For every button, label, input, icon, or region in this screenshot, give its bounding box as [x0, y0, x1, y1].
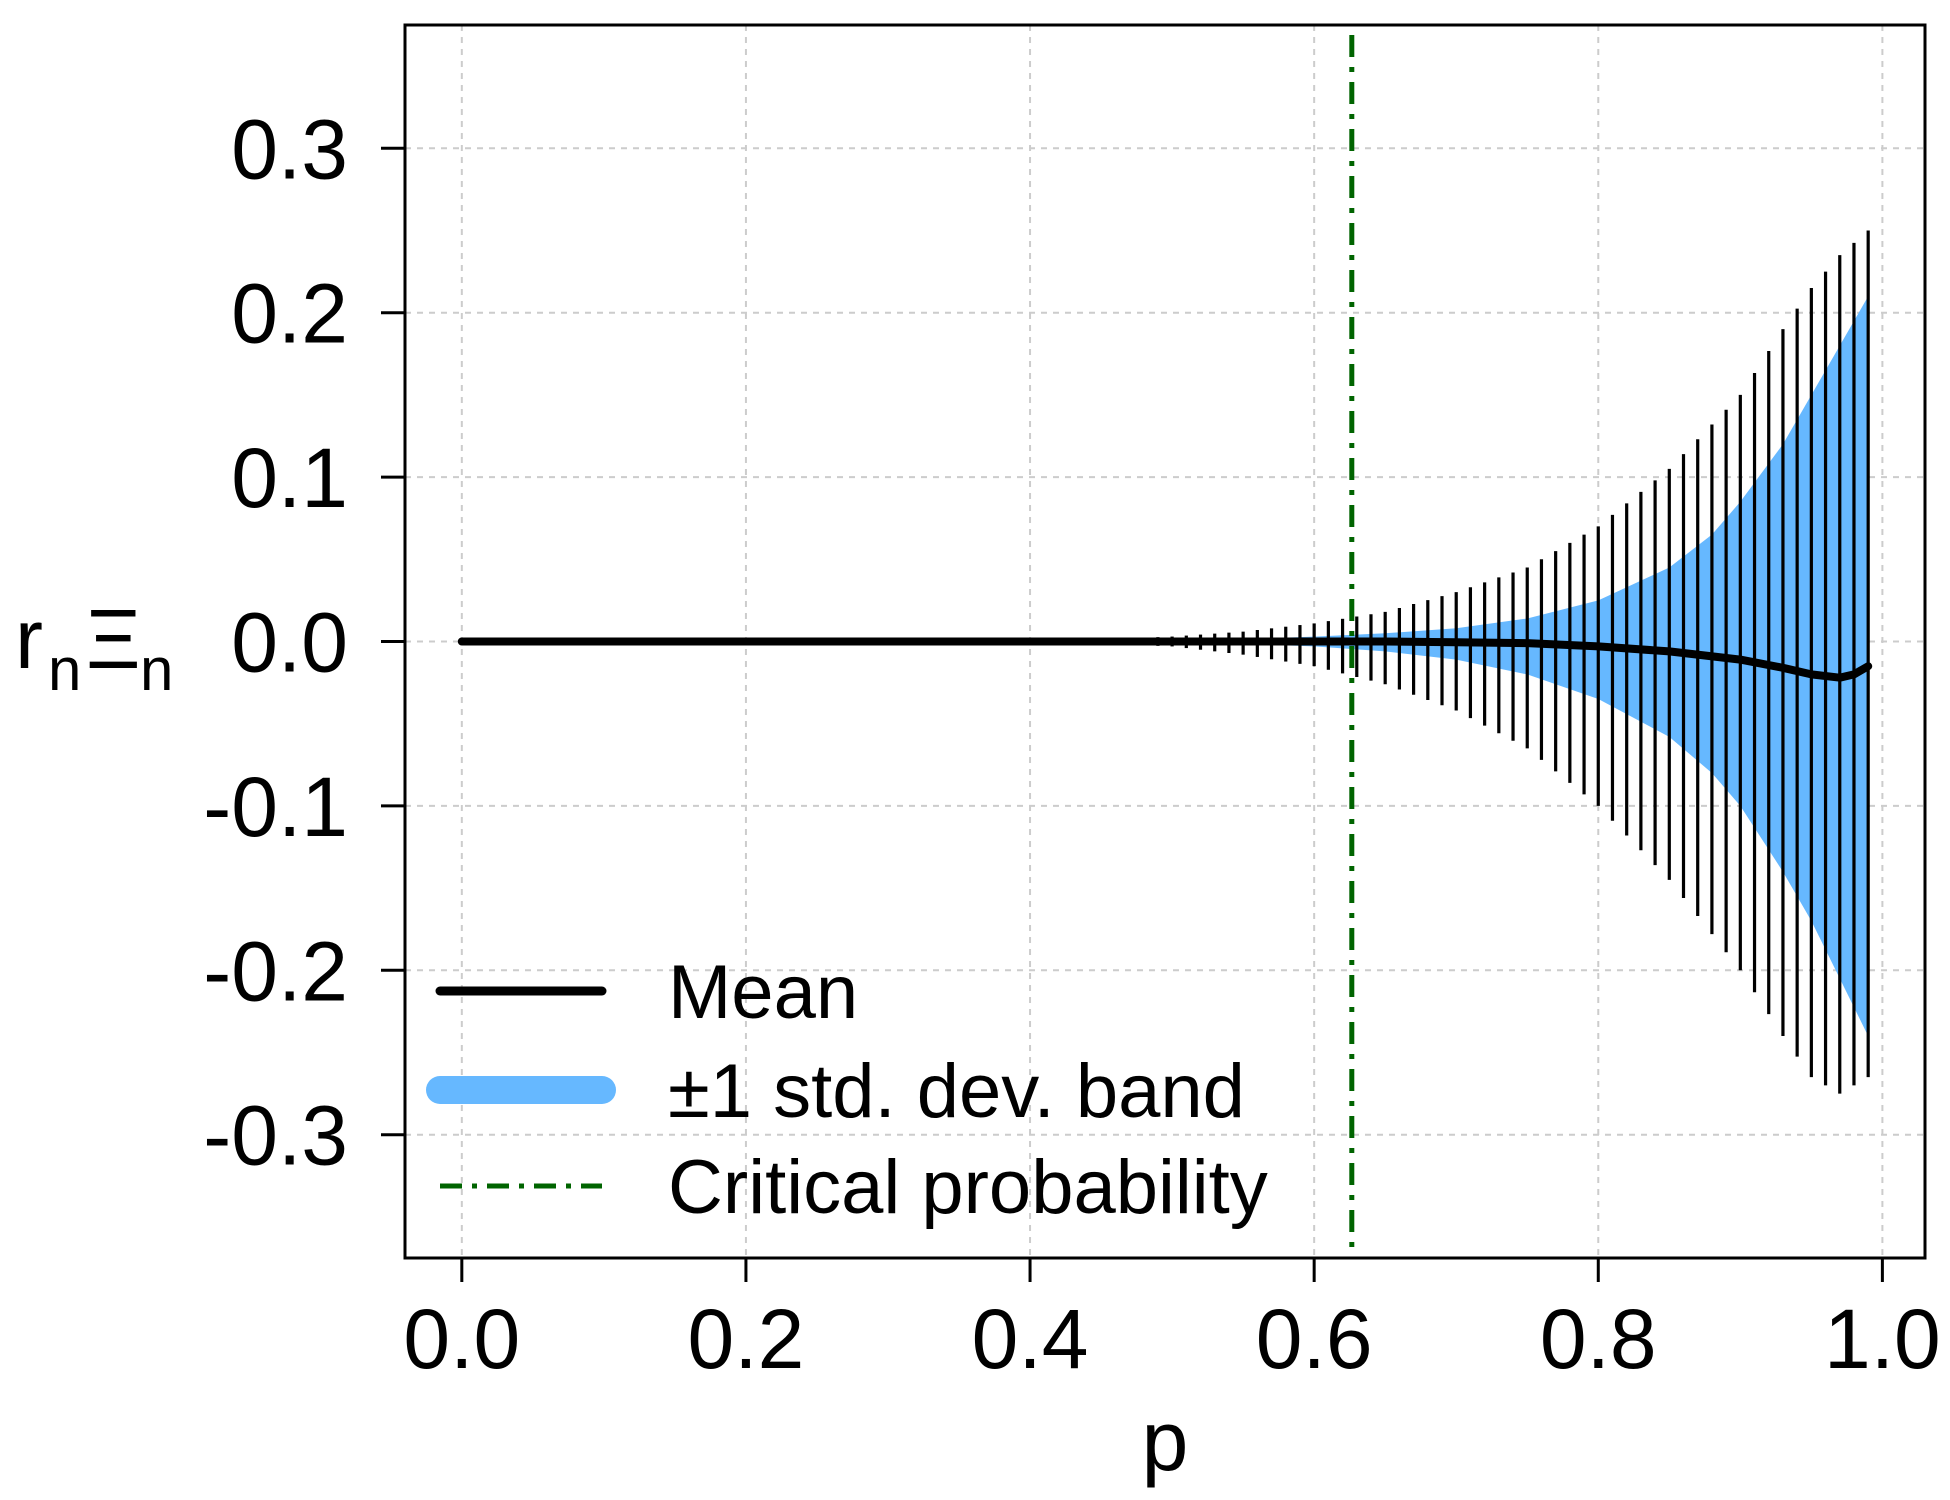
- x-tick-label-1: 0.2: [688, 1292, 805, 1386]
- y-tick-label-6: -0.3: [203, 1089, 348, 1183]
- y-tick-label-2: 0.1: [231, 431, 348, 525]
- mean-line-layer: [457, 637, 1873, 682]
- x-axis: 0.0 0.2 0.4 0.6 0.8 1.0: [403, 1256, 1941, 1386]
- mean-line: [457, 637, 1873, 682]
- y-tick-label-5: -0.2: [203, 924, 348, 1018]
- y-tick-label-0: 0.3: [231, 102, 348, 196]
- x-tick-label-0: 0.0: [403, 1292, 520, 1386]
- legend-label-mean: Mean: [668, 950, 858, 1035]
- x-tick-label-4: 0.8: [1540, 1292, 1657, 1386]
- legend-label-critical: Critical probability: [668, 1145, 1268, 1230]
- y-axis-title-r: r: [15, 592, 43, 686]
- y-axis-title-xi: Ξ: [86, 592, 141, 686]
- x-tick-label-2: 0.4: [972, 1292, 1089, 1386]
- x-tick-label-3: 0.6: [1256, 1292, 1373, 1386]
- legend: Mean ±1 std. dev. band Critical probabil…: [426, 950, 1268, 1230]
- y-tick-label-3: 0.0: [231, 596, 348, 690]
- std-dev-band: [1172, 296, 1869, 1037]
- x-axis-title: p: [1142, 1394, 1189, 1488]
- std-dev-band-layer: [1172, 296, 1869, 1037]
- y-axis-title-sub-n: n: [48, 636, 81, 703]
- legend-label-band: ±1 std. dev. band: [668, 1049, 1245, 1134]
- y-axis-title: r n Ξ n: [15, 592, 173, 703]
- y-tick-label-1: 0.2: [231, 267, 348, 361]
- y-axis-title-sub-n2: n: [140, 636, 173, 703]
- sample-range-layer: [1056, 230, 1870, 1094]
- y-tick-label-4: -0.1: [203, 760, 348, 854]
- x-tick-label-5: 1.0: [1824, 1292, 1941, 1386]
- y-axis: 0.3 0.2 0.1 0.0 -0.1 -0.2 -0.3: [203, 102, 405, 1183]
